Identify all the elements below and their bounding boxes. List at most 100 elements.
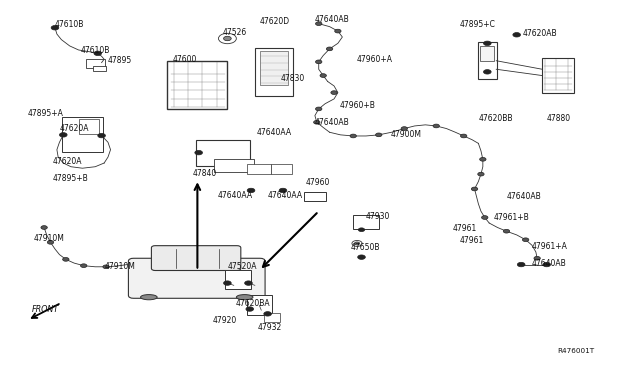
Circle shape	[534, 256, 540, 260]
Circle shape	[316, 60, 322, 64]
FancyBboxPatch shape	[264, 314, 280, 322]
Text: 47620A: 47620A	[60, 124, 89, 133]
Circle shape	[326, 47, 333, 51]
Circle shape	[195, 150, 202, 155]
Circle shape	[477, 172, 484, 176]
Text: 47650B: 47650B	[351, 243, 380, 251]
Text: 47910M: 47910M	[34, 234, 65, 243]
Circle shape	[471, 187, 477, 191]
Circle shape	[350, 134, 356, 138]
Circle shape	[543, 262, 550, 267]
Circle shape	[335, 29, 341, 33]
Circle shape	[279, 188, 287, 193]
Text: 47961+B: 47961+B	[493, 213, 529, 222]
Text: 47920: 47920	[212, 316, 237, 325]
Circle shape	[103, 265, 109, 269]
Text: 47640AB: 47640AB	[315, 118, 349, 127]
FancyBboxPatch shape	[152, 246, 241, 270]
Circle shape	[461, 134, 467, 138]
Text: 47640AB: 47640AB	[506, 192, 541, 201]
Circle shape	[483, 70, 491, 74]
FancyBboxPatch shape	[480, 45, 494, 61]
Text: 47600: 47600	[173, 55, 198, 64]
Circle shape	[433, 124, 440, 128]
Text: 47610B: 47610B	[81, 46, 110, 55]
Circle shape	[503, 230, 509, 233]
Circle shape	[352, 240, 362, 246]
FancyBboxPatch shape	[477, 42, 497, 79]
Circle shape	[479, 157, 486, 161]
Text: 47961: 47961	[453, 224, 477, 233]
Circle shape	[246, 307, 253, 311]
FancyBboxPatch shape	[129, 258, 265, 298]
Circle shape	[358, 255, 365, 259]
Text: 47880: 47880	[547, 114, 571, 123]
Text: 47895: 47895	[108, 56, 132, 65]
Circle shape	[218, 33, 236, 44]
Text: 47830: 47830	[280, 74, 305, 83]
Text: 47961+A: 47961+A	[532, 241, 568, 250]
Circle shape	[517, 262, 525, 267]
Text: 47895+C: 47895+C	[460, 20, 495, 29]
Text: 47640AA: 47640AA	[218, 191, 253, 200]
Text: 47900M: 47900M	[390, 130, 421, 140]
Text: 47620A: 47620A	[53, 157, 83, 166]
Circle shape	[94, 51, 102, 55]
Circle shape	[41, 226, 47, 230]
FancyBboxPatch shape	[353, 215, 379, 230]
FancyBboxPatch shape	[93, 65, 106, 71]
FancyBboxPatch shape	[271, 164, 292, 174]
Circle shape	[51, 26, 59, 30]
Circle shape	[522, 238, 529, 241]
Circle shape	[401, 127, 408, 131]
Text: 47932: 47932	[257, 323, 282, 332]
Text: FRONT: FRONT	[31, 305, 59, 314]
Text: 47961: 47961	[460, 236, 483, 246]
Circle shape	[244, 281, 252, 285]
FancyBboxPatch shape	[62, 117, 103, 151]
Circle shape	[264, 312, 271, 316]
FancyBboxPatch shape	[247, 164, 271, 174]
Circle shape	[376, 133, 382, 137]
Text: 47895+A: 47895+A	[28, 109, 63, 118]
Text: 47620BB: 47620BB	[478, 114, 513, 123]
FancyBboxPatch shape	[86, 59, 105, 68]
Circle shape	[223, 36, 231, 41]
Circle shape	[358, 228, 365, 232]
Text: 47960+B: 47960+B	[339, 101, 375, 110]
Circle shape	[247, 188, 255, 193]
Text: 47620AB: 47620AB	[523, 29, 557, 38]
Text: 47610B: 47610B	[55, 20, 84, 29]
Circle shape	[483, 41, 491, 45]
FancyBboxPatch shape	[304, 192, 326, 201]
FancyBboxPatch shape	[168, 61, 227, 109]
Ellipse shape	[141, 295, 157, 300]
FancyBboxPatch shape	[214, 159, 253, 172]
Circle shape	[98, 134, 106, 138]
Text: 47895+B: 47895+B	[53, 174, 89, 183]
Text: 47910M: 47910M	[104, 262, 135, 271]
Text: 47620BA: 47620BA	[236, 299, 270, 308]
Circle shape	[331, 91, 337, 94]
Text: 47526: 47526	[223, 28, 247, 37]
Circle shape	[481, 216, 488, 219]
Circle shape	[81, 264, 87, 267]
Text: R476001T: R476001T	[557, 348, 595, 354]
Circle shape	[223, 281, 231, 285]
Text: 47620D: 47620D	[259, 17, 289, 26]
Text: 47840: 47840	[192, 169, 216, 177]
Circle shape	[63, 257, 69, 261]
Text: 47960+A: 47960+A	[357, 55, 393, 64]
Circle shape	[314, 121, 320, 124]
Circle shape	[60, 133, 67, 137]
Text: 47640AB: 47640AB	[315, 15, 349, 24]
Text: 47640AA: 47640AA	[268, 191, 303, 200]
Circle shape	[316, 107, 322, 111]
Text: 47640AB: 47640AB	[532, 259, 567, 267]
Text: 47640AA: 47640AA	[256, 128, 291, 137]
Text: 47520A: 47520A	[227, 262, 257, 271]
Circle shape	[47, 240, 54, 244]
Text: 47960: 47960	[306, 178, 330, 187]
FancyBboxPatch shape	[79, 119, 99, 135]
Circle shape	[513, 33, 520, 37]
